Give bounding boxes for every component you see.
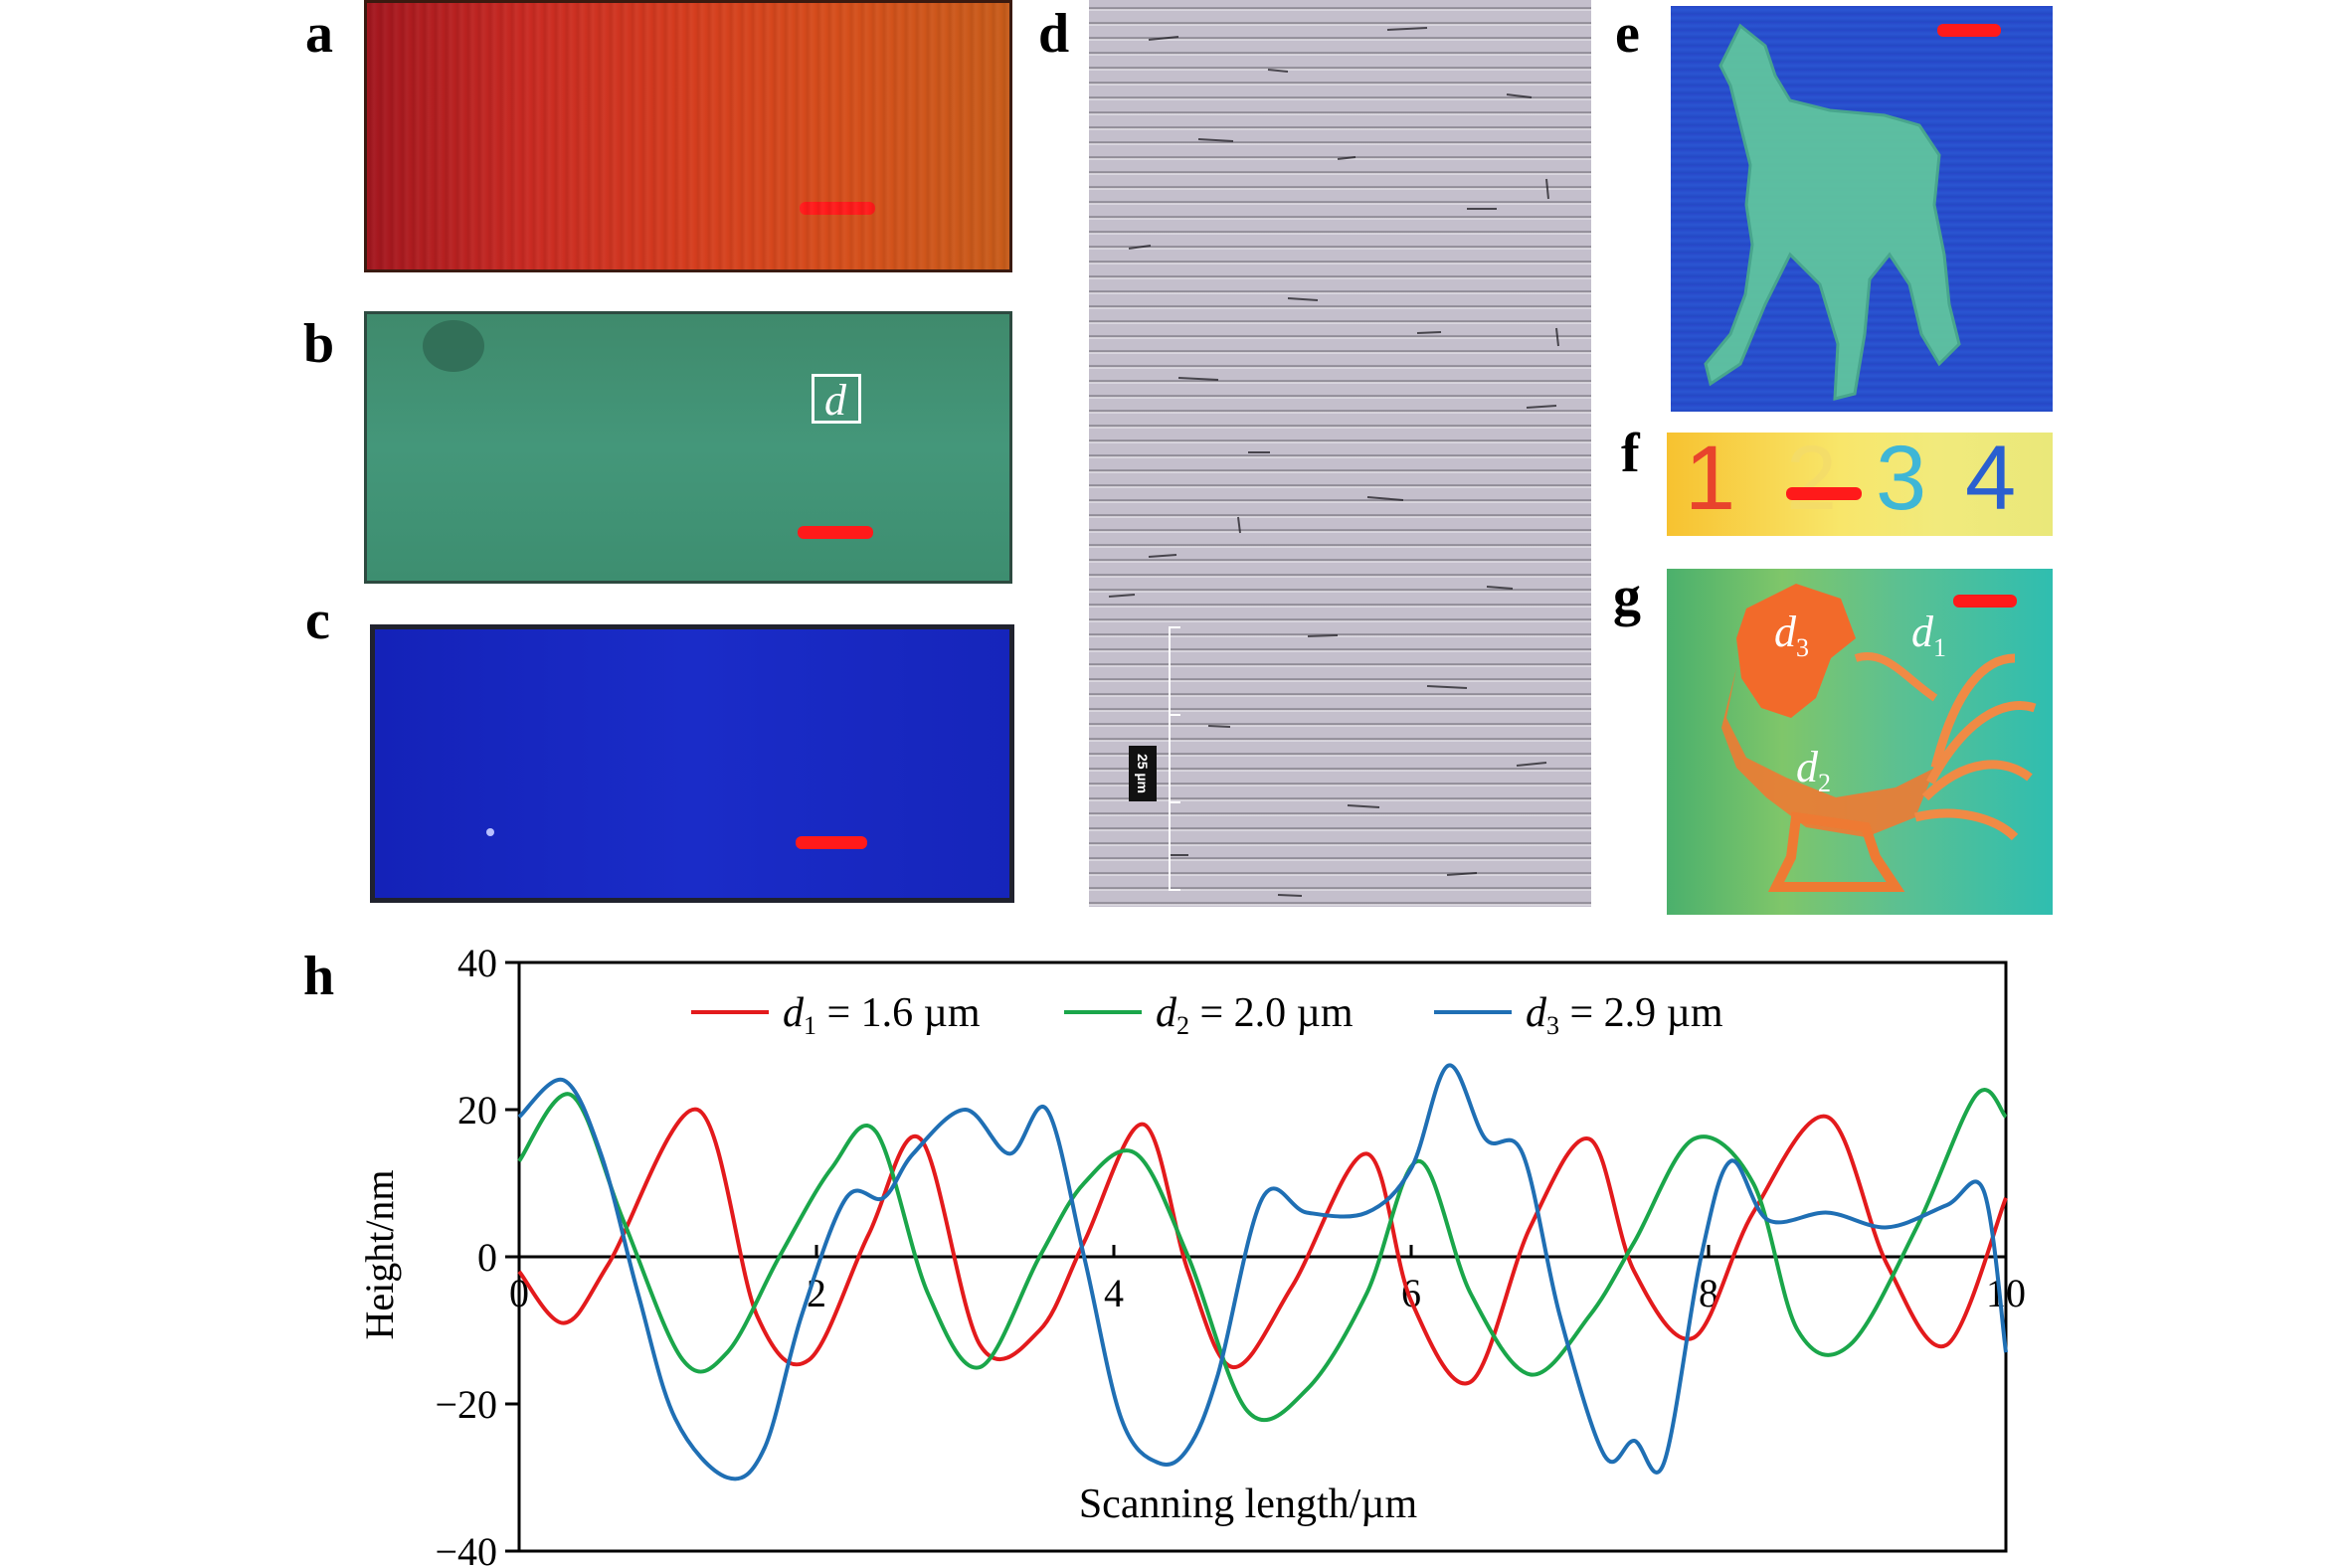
panel-label-a: a <box>305 3 333 65</box>
x-tick-label: 8 <box>1699 1271 1718 1315</box>
photo-green-grating: d <box>364 311 1012 584</box>
rooster-pattern-image: d3 d1 d2 <box>1667 569 2053 915</box>
series-line-d1 <box>517 1107 2008 1386</box>
x-tick-label: 0 <box>509 1271 529 1315</box>
region-label-d2: d2 <box>1796 743 1831 797</box>
legend-entry: d3 = 2.9 µm <box>1526 990 1723 1040</box>
surface-spot <box>486 828 494 836</box>
legend-entry: d2 = 2.0 µm <box>1156 990 1354 1040</box>
panel-label-f: f <box>1621 423 1640 484</box>
rooster-silhouette <box>1721 584 2037 892</box>
scale-bar-f <box>1786 487 1862 500</box>
photo-red-grating <box>364 0 1012 272</box>
series-line-d3 <box>517 1063 2008 1481</box>
scale-bar-e <box>1937 24 2001 37</box>
scale-bar-c <box>796 836 867 849</box>
digit-3: 3 <box>1876 433 1927 529</box>
panel-label-e: e <box>1615 3 1640 65</box>
panel-label-g: g <box>1613 566 1641 627</box>
horse-silhouette <box>1704 23 1961 401</box>
y-tick-label: −40 <box>435 1529 497 1568</box>
x-tick-label: 4 <box>1104 1271 1124 1315</box>
horse-pattern-image <box>1671 6 2053 412</box>
scale-label-tag: 25 µm <box>1129 746 1157 801</box>
y-tick-label: −20 <box>435 1382 497 1427</box>
digit-4: 4 <box>1965 433 2017 529</box>
digit-2: 2 <box>1786 433 1838 529</box>
y-tick-label: 40 <box>457 941 497 985</box>
panel-label-b: b <box>303 313 335 375</box>
region-box-label: d <box>824 376 846 425</box>
y-tick-label: 20 <box>457 1088 497 1132</box>
panel-label-h: h <box>303 946 335 1007</box>
y-tick-label: 0 <box>477 1235 497 1280</box>
digit-1: 1 <box>1685 433 1736 529</box>
photo-blue-grating <box>370 624 1014 903</box>
scale-bar-b <box>798 526 873 539</box>
microscope-scale-bar <box>1169 626 1180 891</box>
grating-defects <box>1108 27 1559 897</box>
region-box-d: d <box>812 374 861 424</box>
panel-label-d: d <box>1038 3 1070 65</box>
x-axis-label: Scanning length/µm <box>1079 1481 1418 1527</box>
legend-entry: d1 = 1.6 µm <box>783 990 981 1040</box>
digits-pattern-image: 1 2 3 4 <box>1667 433 2053 536</box>
microscope-grating-image: 25 µm <box>1089 0 1591 907</box>
x-tick-label: 10 <box>1986 1271 2026 1315</box>
region-label-d1: d1 <box>1911 608 1946 662</box>
region-label-d3: d3 <box>1774 608 1809 662</box>
panel-label-c: c <box>305 590 330 651</box>
y-axis-label: Height/nm <box>357 1169 402 1339</box>
legend: d1 = 1.6 µm d2 = 2.0 µm d3 = 2.9 µm <box>691 990 1723 1040</box>
scale-bar-g <box>1953 595 2017 608</box>
surface-spot <box>423 320 484 372</box>
